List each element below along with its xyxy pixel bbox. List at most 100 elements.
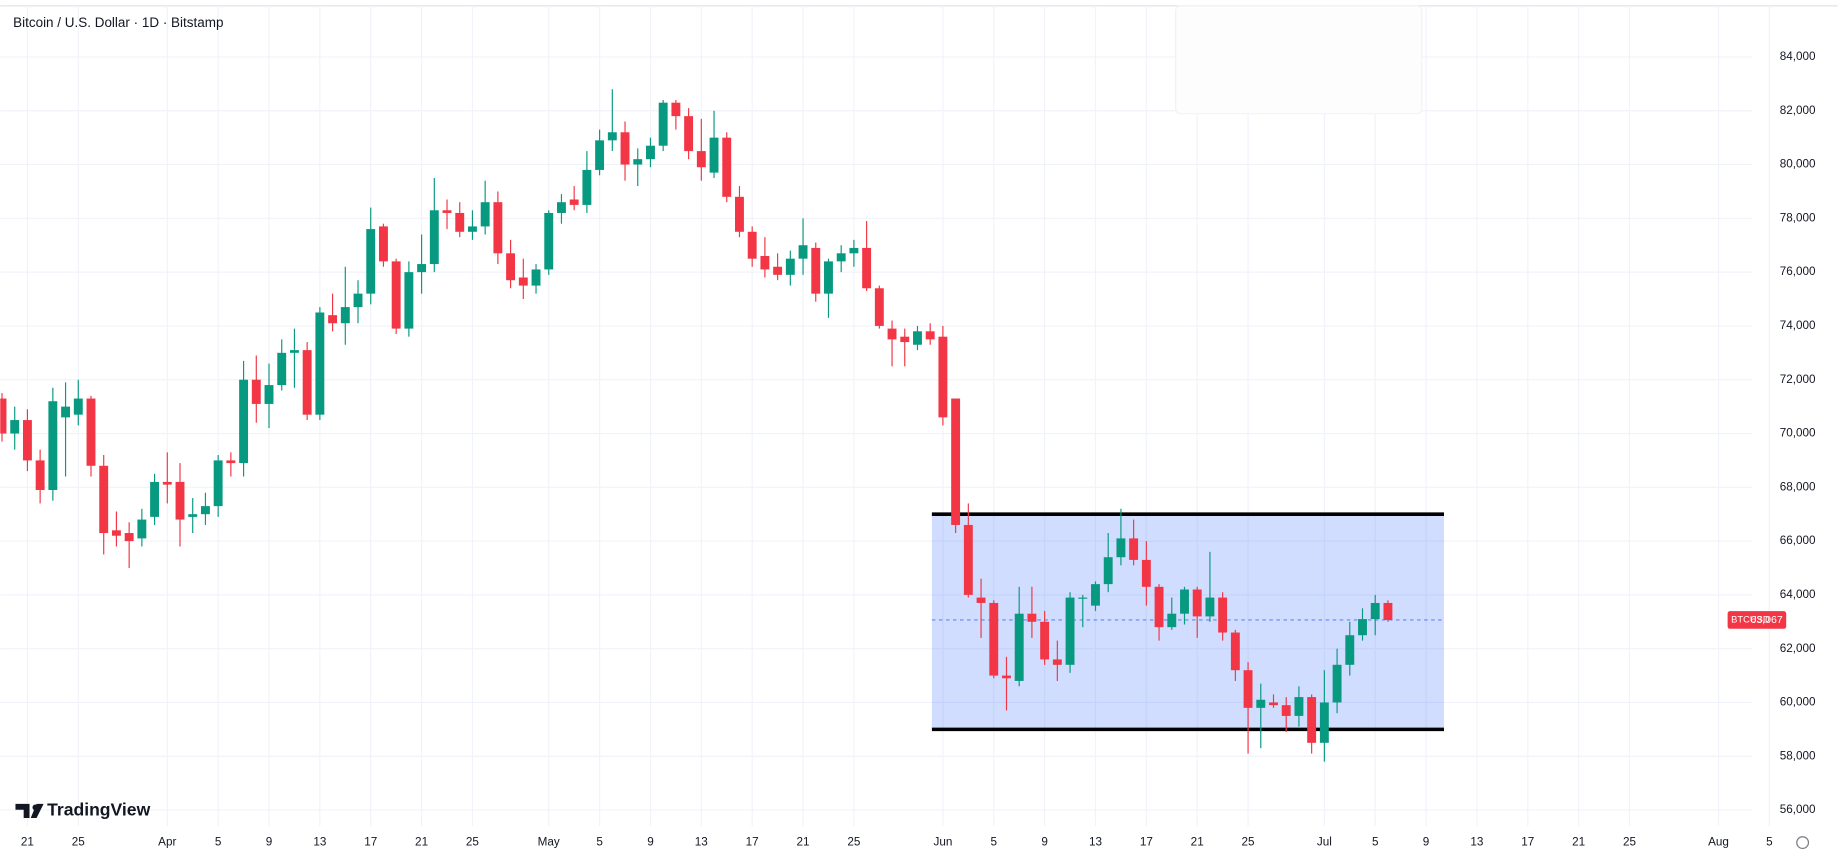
candle-body <box>633 159 643 165</box>
x-tick-label: 17 <box>746 836 759 849</box>
x-tick-label: 25 <box>1623 836 1637 849</box>
settings-icon[interactable] <box>1796 836 1810 850</box>
candle-body <box>124 533 134 542</box>
candle-body <box>785 258 795 275</box>
y-tick-label: 74,000 <box>1780 319 1816 332</box>
candle-body <box>1294 697 1304 716</box>
candle-body <box>200 506 210 515</box>
candle-body <box>467 226 477 232</box>
candle-body <box>1091 584 1100 606</box>
candle-body <box>1002 675 1011 679</box>
candle-body <box>1103 557 1113 585</box>
range-box <box>931 514 1445 730</box>
candle-body <box>289 350 299 353</box>
x-tick-label: 21 <box>797 836 810 849</box>
candle-body <box>849 247 859 254</box>
y-tick-label: 76,000 <box>1780 265 1816 278</box>
candle-body <box>658 102 668 146</box>
candle-body <box>569 199 579 205</box>
candles <box>0 89 1393 762</box>
candle-body <box>455 212 465 232</box>
y-tick-label: 82,000 <box>1780 104 1816 117</box>
candle-body <box>862 247 872 289</box>
faded-widget <box>1175 5 1423 115</box>
candle-body <box>366 229 376 294</box>
candle-body <box>874 288 884 326</box>
candle-body <box>1014 613 1024 681</box>
candle-body <box>989 602 999 676</box>
x-tick-label: 5 <box>1372 836 1379 849</box>
y-tick-label: 72,000 <box>1780 373 1816 386</box>
x-tick-label: 25 <box>72 836 86 849</box>
candle-body <box>582 169 592 205</box>
candle-body <box>925 331 935 340</box>
candle-body <box>226 460 236 464</box>
x-tick-label: 17 <box>1140 836 1153 849</box>
candle-body <box>913 331 922 345</box>
x-tick-label: 9 <box>1041 836 1048 849</box>
candle-body <box>1218 597 1228 633</box>
x-tick-label: May <box>538 836 560 849</box>
y-tick-label: 78,000 <box>1780 211 1816 224</box>
x-tick-label: Jun <box>933 836 952 849</box>
candle-body <box>1052 659 1062 665</box>
candle-body <box>963 524 973 595</box>
candle-body <box>1192 589 1202 617</box>
candle-body <box>1027 613 1037 622</box>
candle-body <box>213 460 223 507</box>
x-tick-label: 13 <box>1470 836 1483 849</box>
candle-body <box>137 519 147 539</box>
candle-body <box>175 481 185 520</box>
candle-body <box>1269 702 1278 706</box>
candle-body <box>1345 635 1355 665</box>
x-tick-label: 21 <box>21 836 34 849</box>
candle-body <box>302 350 312 415</box>
candle-body <box>340 307 350 324</box>
candle-body <box>824 261 833 294</box>
candle-body <box>22 420 32 461</box>
candle-body <box>722 137 732 197</box>
candle-body <box>1370 602 1380 620</box>
candle-body <box>506 253 516 281</box>
candle-body <box>35 460 45 490</box>
candle-body <box>1307 697 1317 743</box>
candle-body <box>353 293 363 308</box>
candle-body <box>277 352 287 386</box>
chart-title: Bitcoin / U.S. Dollar · 1D · Bitstamp <box>13 15 223 30</box>
candle-body <box>404 272 414 329</box>
x-tick-label: Jul <box>1317 836 1332 849</box>
candle-body <box>1129 538 1139 560</box>
candle-body <box>99 465 109 534</box>
candle-body <box>836 253 846 262</box>
candle-body <box>162 481 172 485</box>
logo: TradingView <box>15 800 151 820</box>
candle-body <box>1167 613 1177 628</box>
x-tick-label: 9 <box>266 836 273 849</box>
candle-body <box>760 255 770 270</box>
candle-body <box>1319 702 1329 743</box>
candle-body <box>709 137 719 173</box>
candle-body <box>1383 602 1393 620</box>
x-tick-label: 13 <box>695 836 708 849</box>
y-tick-label: 56,000 <box>1780 803 1816 816</box>
x-tick-label: 5 <box>1766 836 1773 849</box>
x-tick-label: 21 <box>1191 836 1204 849</box>
candle-body <box>1141 559 1151 587</box>
y-tick-label: 70,000 <box>1780 427 1816 440</box>
x-tick-label: 13 <box>1089 836 1102 849</box>
x-tick-label: 13 <box>313 836 326 849</box>
candle-body <box>735 196 744 232</box>
candle-body <box>315 312 325 415</box>
candle-body <box>48 401 58 490</box>
x-tick-label: 5 <box>991 836 998 849</box>
candle-body <box>900 336 910 343</box>
y-tick-label: 68,000 <box>1780 480 1816 493</box>
x-tick-label: 9 <box>1423 836 1430 849</box>
candle-body <box>1040 621 1050 660</box>
candle-body <box>646 145 655 160</box>
x-tick-label: Aug <box>1708 836 1729 849</box>
candle-body <box>684 116 694 152</box>
y-tick-label: 66,000 <box>1780 534 1816 547</box>
